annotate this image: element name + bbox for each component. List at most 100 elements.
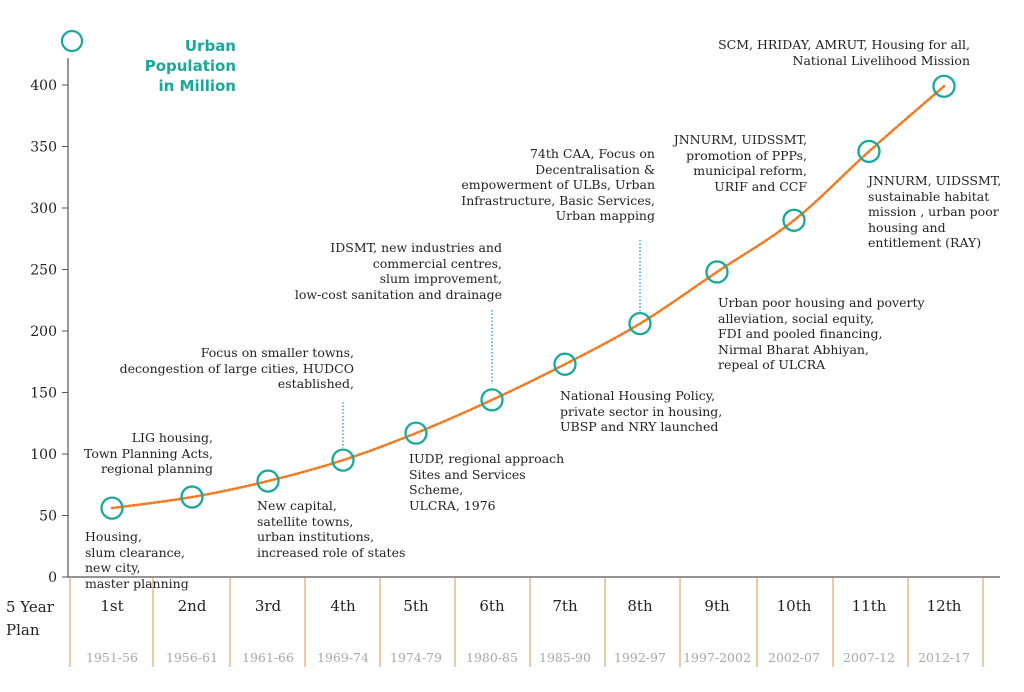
annotation-8th-plan: 74th CAA, Focus on Decentralisation & em… bbox=[461, 146, 655, 224]
annotation-line: established, bbox=[277, 376, 354, 391]
annotation-line: decongestion of large cities, HUDCO bbox=[119, 360, 354, 376]
y-tick-label: 250 bbox=[30, 263, 57, 279]
data-point-marker bbox=[404, 421, 428, 445]
annotation-line: National Housing Policy, bbox=[560, 388, 716, 403]
plan-years-label: 1951-56 bbox=[86, 650, 138, 665]
plan-years-label: 1997-2002 bbox=[683, 650, 751, 665]
plan-label: 1st bbox=[100, 597, 123, 615]
population-curve-line bbox=[110, 84, 946, 510]
plan-years-label: 1961-66 bbox=[242, 650, 294, 665]
annotation-line: Housing, bbox=[85, 529, 142, 544]
annotation-line: satellite towns, bbox=[257, 513, 354, 529]
annotation-line: slum improvement, bbox=[379, 271, 502, 286]
plan-years-label: 2012-17 bbox=[918, 650, 970, 665]
plan-label: 12th bbox=[927, 597, 962, 615]
annotation-line: sustainable habitat bbox=[868, 188, 990, 204]
annotation-line: JNNURM, UIDSSMT, bbox=[673, 132, 807, 147]
y-tick-label: 50 bbox=[39, 509, 57, 525]
data-point-marker bbox=[331, 448, 355, 472]
plan-years-label: 1974-79 bbox=[390, 650, 442, 665]
plan-label: 5th bbox=[403, 597, 429, 615]
annotation-line: new city, bbox=[85, 560, 141, 575]
plan-years-label: 2007-12 bbox=[843, 650, 895, 665]
annotation-9th-plan: Urban poor housing and poverty alleviati… bbox=[718, 295, 925, 373]
annotation-line: National Livelihood Mission bbox=[792, 52, 970, 68]
data-point-marker bbox=[256, 469, 280, 493]
plan-label: 11th bbox=[852, 597, 887, 615]
data-point-marker bbox=[553, 352, 577, 376]
plan-row-title-line-1: 5 Year bbox=[6, 598, 54, 616]
annotation-line: Focus on smaller towns, bbox=[200, 345, 354, 360]
annotation-line: private sector in housing, bbox=[560, 403, 723, 419]
annotation-12th-plan: SCM, HRIDAY, AMRUT, Housing for all, Nat… bbox=[718, 37, 970, 68]
plan-label: 7th bbox=[552, 597, 578, 615]
y-tick-label: 200 bbox=[30, 324, 57, 340]
annotation-3rd-plan: New capital, satellite towns, urban inst… bbox=[257, 498, 405, 560]
annotation-10th-plan: JNNURM, UIDSSMT, promotion of PPPs, muni… bbox=[674, 132, 807, 194]
annotation-line: 74th CAA, Focus on bbox=[529, 146, 655, 161]
annotation-line: FDI and pooled financing, bbox=[718, 326, 883, 341]
data-point-marker bbox=[857, 139, 881, 164]
plan-label: 10th bbox=[777, 597, 812, 615]
y-axis-title-line-1: Urban Population bbox=[144, 37, 236, 75]
data-point-marker bbox=[782, 208, 806, 232]
plan-label: 8th bbox=[627, 597, 653, 615]
annotation-line: commercial centres, bbox=[372, 255, 502, 271]
annotation-7th-plan: National Housing Policy, private sector … bbox=[560, 388, 722, 435]
data-point-marker bbox=[628, 311, 652, 336]
plan-years-label: 1985-90 bbox=[539, 650, 591, 665]
annotation-line: JNNURM, UIDSSMT, bbox=[868, 173, 1002, 188]
annotation-line: mission , urban poor bbox=[868, 204, 999, 219]
annotation-line: empowerment of ULBs, Urban bbox=[461, 177, 655, 192]
y-axis-title-line-2: in Million bbox=[158, 77, 236, 95]
plan-label: 4th bbox=[330, 597, 356, 615]
annotation-1st-plan: Housing, slum clearance, new city, maste… bbox=[85, 529, 189, 591]
annotation-line: IDSMT, new industries and bbox=[330, 240, 502, 255]
y-axis-marker-icon bbox=[60, 29, 84, 53]
annotation-line: Decentralisation & bbox=[535, 161, 655, 177]
annotation-line: Urban poor housing and poverty bbox=[718, 295, 925, 310]
y-tick-label: 400 bbox=[30, 78, 57, 94]
data-point-marker bbox=[480, 388, 504, 412]
plan-label: 3rd bbox=[255, 597, 282, 615]
annotation-6th-plan: IDSMT, new industries and commercial cen… bbox=[295, 240, 502, 302]
annotation-line: low-cost sanitation and drainage bbox=[294, 286, 502, 302]
annotation-line: housing and bbox=[868, 219, 946, 235]
annotation-line: regional planning bbox=[101, 461, 213, 476]
annotation-line: Town Planning Acts, bbox=[83, 445, 213, 461]
annotation-line: repeal of ULCRA bbox=[718, 357, 826, 372]
annotation-line: UBSP and NRY launched bbox=[560, 419, 719, 434]
plan-years-label: 1992-97 bbox=[614, 650, 666, 665]
annotation-line: alleviation, social equity, bbox=[718, 310, 875, 326]
annotation-line: municipal reform, bbox=[693, 163, 807, 178]
plan-label: 6th bbox=[479, 597, 505, 615]
plan-row-title-line-2: Plan bbox=[6, 621, 40, 639]
y-tick-label: 100 bbox=[30, 447, 57, 463]
plan-label: 9th bbox=[704, 597, 730, 615]
annotation-line: promotion of PPPs, bbox=[686, 147, 807, 163]
annotation-line: master planning bbox=[85, 575, 189, 591]
annotation-5th-plan: IUDP, regional approach Sites and Servic… bbox=[409, 451, 564, 513]
data-point-marker bbox=[100, 496, 124, 520]
y-tick-label: 350 bbox=[30, 140, 57, 156]
plan-years-label: 1956-61 bbox=[166, 650, 218, 665]
annotation-line: LIG housing, bbox=[131, 430, 213, 445]
y-axis-title: Urban Population in Million bbox=[90, 36, 236, 96]
annotation-line: IUDP, regional approach bbox=[409, 451, 565, 466]
annotation-11th-plan: JNNURM, UIDSSMT, sustainable habitat mis… bbox=[868, 173, 1001, 251]
data-point-marker bbox=[705, 260, 729, 284]
annotation-4th-plan: Focus on smaller towns, decongestion of … bbox=[120, 345, 354, 392]
plan-years-label: 1980-85 bbox=[466, 650, 518, 665]
annotation-line: URIF and CCF bbox=[714, 178, 807, 194]
data-point-marker bbox=[932, 74, 956, 98]
plan-years-label: 1969-74 bbox=[317, 650, 369, 665]
annotation-line: urban institutions, bbox=[257, 529, 375, 544]
annotation-line: Scheme, bbox=[409, 482, 464, 497]
annotation-line: entitlement (RAY) bbox=[868, 235, 982, 250]
annotation-line: increased role of states bbox=[257, 544, 406, 560]
annotation-line: Urban mapping bbox=[555, 208, 655, 223]
annotation-line: ULCRA, 1976 bbox=[409, 497, 496, 513]
y-tick-label: 150 bbox=[30, 386, 57, 402]
data-point-marker bbox=[180, 485, 204, 509]
